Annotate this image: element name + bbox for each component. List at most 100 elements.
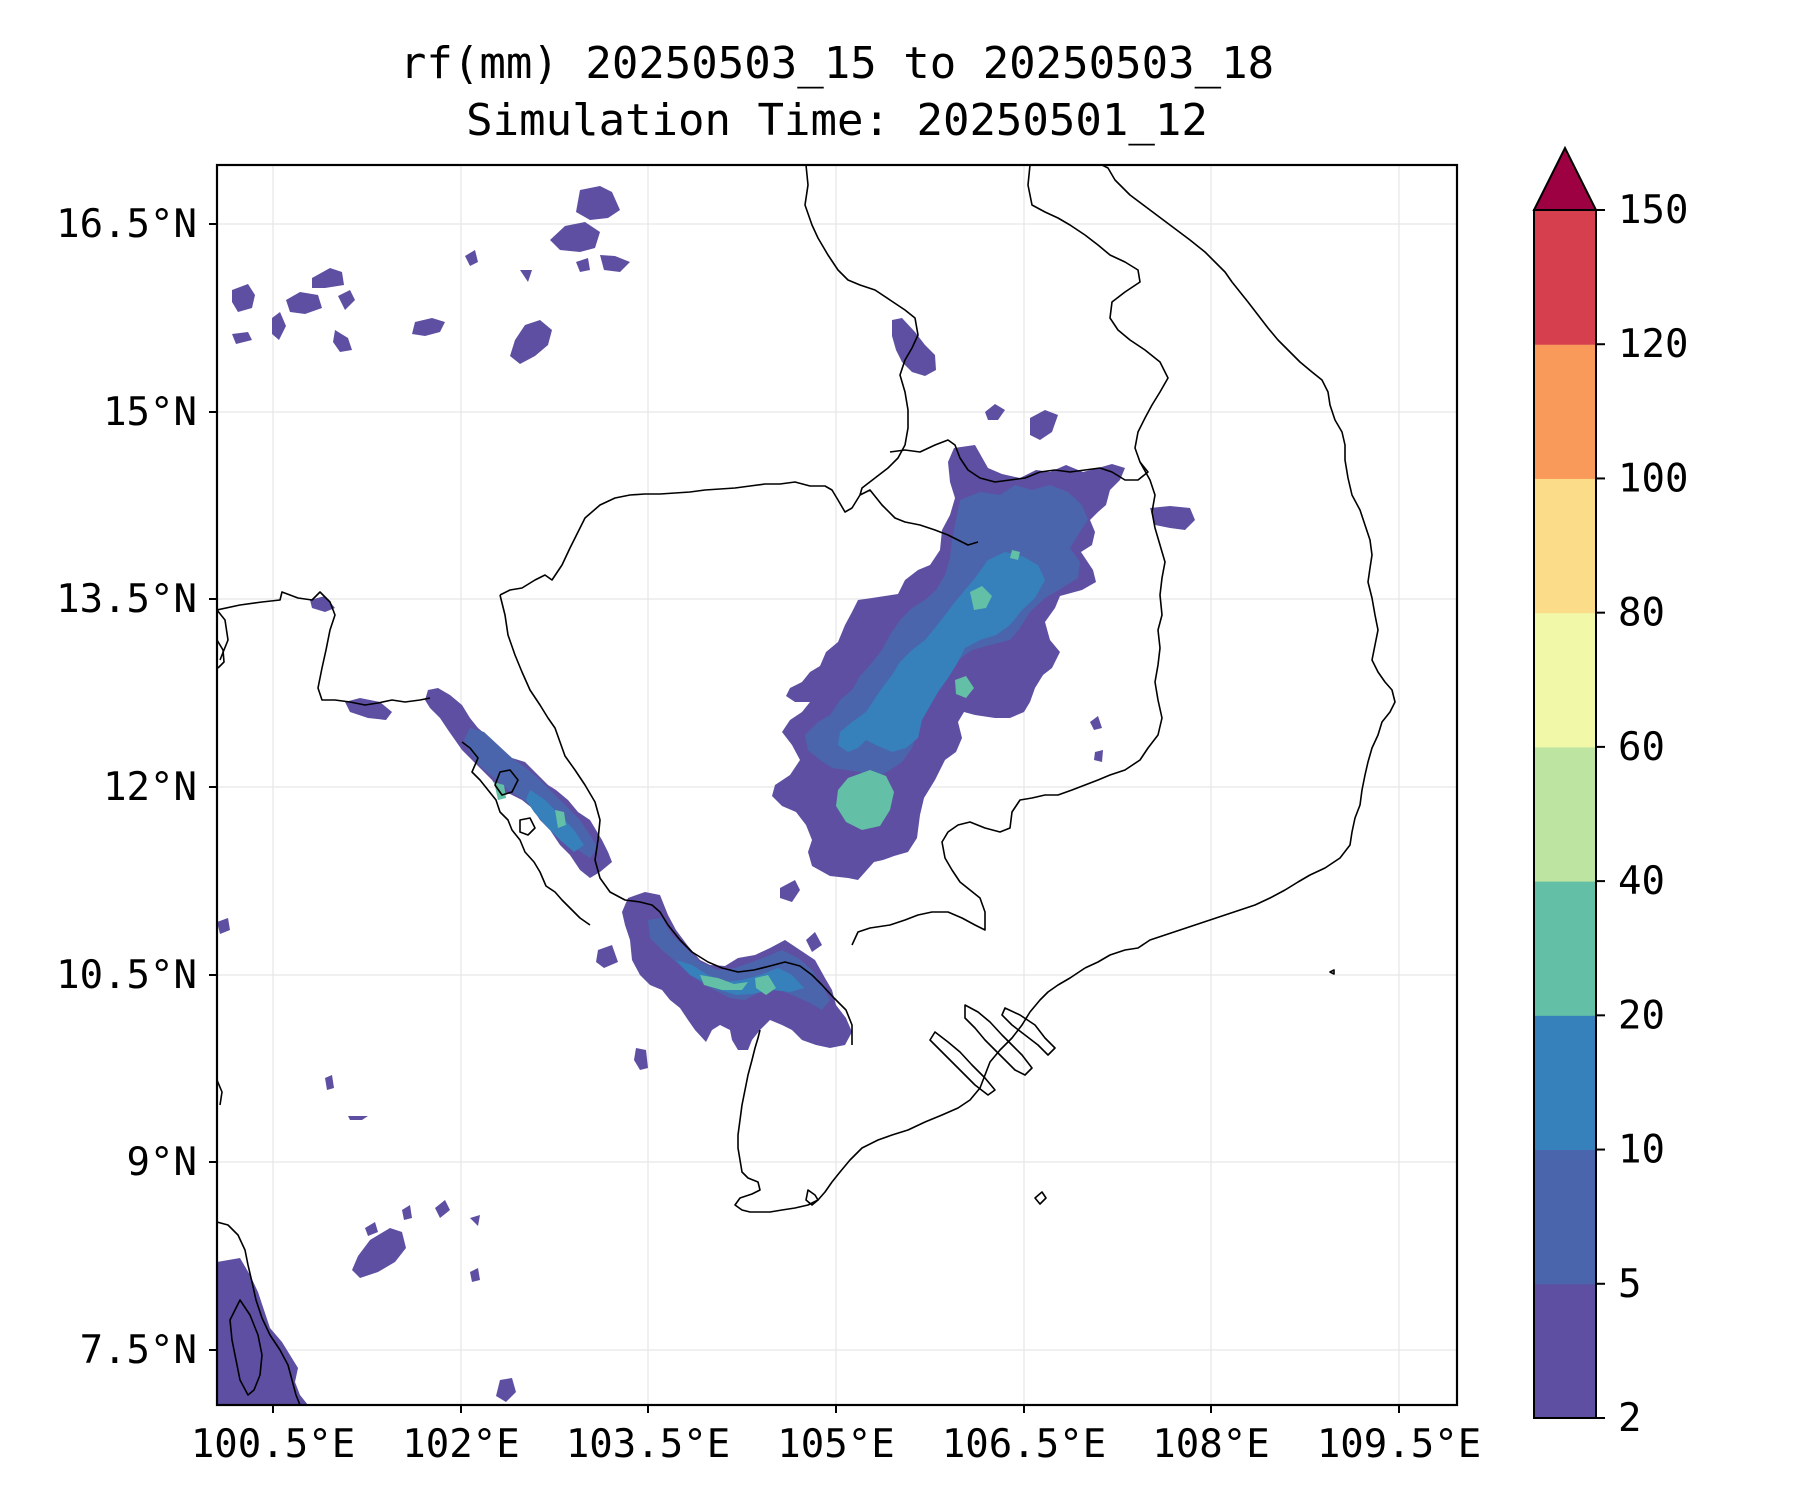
rain-cluster-thai-peninsula [217, 1258, 308, 1405]
lat-tick-label: 13.5°N [56, 577, 197, 622]
rain-blob-27 [470, 1215, 480, 1226]
island-con-dao [1034, 1191, 1047, 1205]
colorbar-segment [1534, 478, 1596, 614]
colorbar-tick-label: 60 [1618, 725, 1665, 770]
border-thailand-cambodia-north [217, 591, 431, 706]
rain-cluster-northeast [1150, 506, 1195, 530]
colorbar-extend-triangle [1532, 145, 1598, 211]
rain-blob-6 [232, 284, 255, 312]
colorbar-segment [1534, 210, 1596, 345]
colorbar-segment [1534, 344, 1596, 479]
rain-blob-16 [985, 404, 1005, 420]
lon-tick-label: 105°E [777, 1422, 894, 1467]
colorbar-tick-label: 100 [1618, 456, 1688, 501]
lat-tick-label: 7.5°N [80, 1328, 197, 1373]
coast-cardamom-shore [461, 741, 591, 926]
map-title-line2: Simulation Time: 20250501_12 [466, 95, 1208, 146]
rain-blob-21 [634, 1048, 648, 1070]
coast-gulf-thailand-north [217, 609, 229, 661]
rain-blob-22 [352, 1228, 406, 1278]
rain-blob-18 [780, 880, 800, 902]
colorbar-segment [1534, 1149, 1596, 1285]
rain-blob-1 [576, 186, 620, 220]
colorbar-tick-label: 40 [1618, 859, 1665, 904]
rain-blob-7 [412, 318, 445, 336]
lat-tick-label: 10.5°N [56, 953, 197, 998]
coast-vietnam-east [1084, 165, 1396, 969]
axis-ticks [209, 223, 1400, 1413]
rain-blob-33 [1094, 750, 1103, 762]
rain-blob-10 [272, 312, 286, 340]
lon-tick-label: 100.5°E [191, 1422, 355, 1467]
lat-tick-label: 9°N [127, 1140, 197, 1185]
lon-tick-label: 108°E [1152, 1422, 1269, 1467]
colorbar-tick-label: 120 [1618, 322, 1688, 367]
colorbar: 2 5 10 20 40 60 80 100 120 150 [1532, 145, 1688, 1441]
rain-blob-15 [520, 270, 532, 282]
rain-blob-14 [465, 250, 478, 266]
coast-thai-east-edge [217, 639, 225, 669]
rain-blob-19 [806, 932, 822, 952]
rain-blob-30 [325, 1075, 334, 1090]
rain-10-20-central [838, 552, 1045, 752]
colorbar-tick-label: 2 [1618, 1396, 1641, 1441]
rain-20-40-pocket-8 [1010, 550, 1020, 560]
rain-blob-9 [333, 330, 352, 352]
coast-mekong-river-3 [1001, 1007, 1056, 1056]
lat-tick-label: 16.5°N [56, 202, 197, 247]
border-cambodia-west [499, 594, 853, 1045]
rain-blob-12 [576, 258, 590, 272]
coast-gulf-west-edge [217, 1079, 223, 1106]
colorbar-segment [1534, 1015, 1596, 1151]
rain-20-40-pocket-3 [955, 676, 974, 698]
colorbar-segment [1534, 612, 1596, 748]
lon-tick-label: 109.5°E [1317, 1422, 1481, 1467]
coast-mekong-river-1 [964, 1004, 1033, 1076]
coast-mekong-river-2 [929, 1031, 996, 1096]
colorbar-tick-label: 150 [1618, 188, 1688, 233]
colorbar-tick-label: 5 [1618, 1262, 1641, 1307]
rain-blob-24 [435, 1200, 450, 1218]
rain-10-20-cardamom [526, 790, 584, 852]
island-phu-quoc [805, 1189, 819, 1206]
rain-cluster-laos-north [892, 318, 936, 376]
island-east [1329, 969, 1335, 975]
rain-blob-11 [232, 332, 252, 344]
lon-tick-label: 106.5°E [942, 1422, 1106, 1467]
rain-20-40-pocket-4 [700, 975, 748, 990]
coast-peninsula-inner [229, 1299, 263, 1396]
rain-20-40-pocket-5 [755, 975, 776, 995]
rain-blob-5 [286, 292, 322, 314]
rain-blob-2 [550, 222, 600, 252]
rain-blob-8 [338, 290, 355, 310]
coast-island-1 [519, 817, 536, 836]
rain-20-40-pocket-2 [970, 586, 992, 610]
coastlines-and-borders [217, 165, 1396, 1405]
border-laos-vietnam [889, 165, 1169, 483]
lon-tick-label: 103.5°E [566, 1422, 730, 1467]
rain-blob-25 [402, 1205, 412, 1220]
rain-blob-29 [217, 918, 230, 934]
rainfall-20-40mm-areas [494, 550, 1020, 995]
colorbar-tick-label: 10 [1618, 1128, 1665, 1173]
map-title-line1: rf(mm) 20250503_15 to 20250503_18 [400, 38, 1274, 89]
lon-tick-labels: 100.5°E 102°E 103.5°E 105°E 106.5°E 108°… [191, 1422, 1481, 1467]
rain-blob-34 [310, 596, 335, 612]
rain-blob-4 [312, 268, 344, 288]
colorbar-frame [1533, 209, 1597, 1419]
rain-blob-32 [1090, 716, 1102, 730]
colorbar-tick-label: 80 [1618, 591, 1665, 636]
lat-tick-labels: 16.5°N 15°N 13.5°N 12°N 10.5°N 9°N 7.5°N [56, 202, 197, 1373]
colorbar-segment [1534, 881, 1596, 1016]
rain-blob-28 [470, 1268, 480, 1282]
rain-20-40-pocket-6 [555, 810, 566, 828]
rain-20-40-pocket-1 [836, 770, 894, 830]
border-laos-thailand [804, 165, 919, 496]
border-cambodia-thailand-inner [499, 481, 979, 596]
rain-blob-23 [496, 1378, 516, 1402]
rain-blob-26 [365, 1222, 378, 1236]
lat-tick-label: 15°N [103, 390, 197, 435]
rain-blob-31 [348, 1116, 368, 1120]
colorbar-segment [1534, 746, 1596, 882]
